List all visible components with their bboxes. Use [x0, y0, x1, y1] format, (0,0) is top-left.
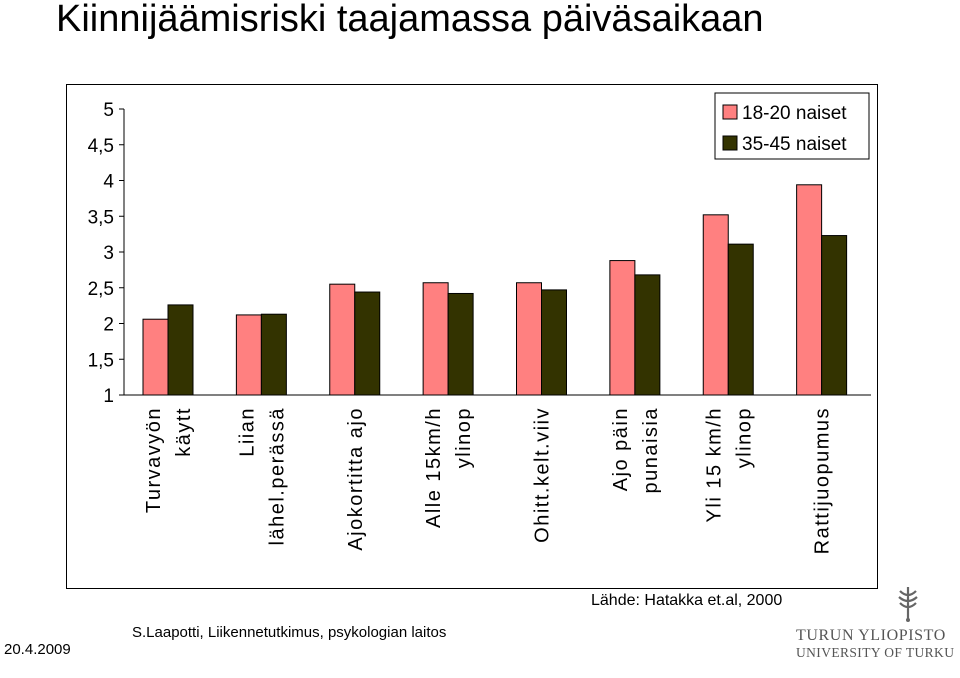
x-category-label: ylinop — [453, 407, 475, 468]
x-category-label: Alle 15km/h — [423, 407, 445, 528]
legend-label-2: 35-45 naiset — [742, 134, 847, 155]
x-category-label: lähel.perässä — [266, 407, 288, 545]
x-category-label: Yli 15 km/h — [703, 407, 725, 522]
y-tick-label: 4,5 — [88, 136, 114, 157]
chart-frame: 5 4,5 4 3,5 3 2,5 2 1,5 1 Turvavyön käytt Liian lähe… — [66, 84, 878, 589]
x-category-label: punaisia — [640, 407, 662, 494]
bar-series-1 — [142, 318, 169, 396]
bar-series-2 — [354, 291, 381, 396]
x-category-label: Ajo päin — [610, 407, 632, 491]
y-tick-label: 2,5 — [88, 279, 114, 300]
page-title: Kiinnijäämisriski taajamassa päiväsaikaa… — [56, 0, 764, 40]
author-note: S.Laapotti, Liikennetutkimus, psykologia… — [132, 624, 447, 641]
bar-series-1 — [702, 214, 729, 396]
bar-series-2 — [447, 292, 474, 396]
source-note: Lähde: Hatakka et.al, 2000 — [591, 592, 783, 609]
bar-series-1 — [422, 282, 449, 396]
y-tick-label: 1,5 — [88, 350, 114, 371]
x-category-label: ylinop — [733, 407, 755, 468]
bar-series-1 — [609, 260, 636, 396]
university-logo: TURUN YLIOPISTO UNIVERSITY OF TURKU — [796, 585, 956, 675]
legend-box — [714, 92, 870, 160]
y-tick-label: 3,5 — [88, 207, 114, 228]
y-tick-label: 1 — [103, 386, 114, 407]
bar-series-1 — [329, 283, 356, 396]
bar-series-2 — [634, 274, 661, 396]
bar-series-2 — [167, 304, 194, 396]
legend-label-1: 18-20 naiset — [742, 103, 847, 124]
x-category-label: Ajokortitta ajo — [345, 407, 367, 551]
bar-series-1 — [516, 282, 542, 396]
university-name-fi: TURUN YLIOPISTO — [796, 627, 946, 644]
x-category-label: Ohitt.kelt.viiv — [532, 407, 554, 543]
y-tick-label: 3 — [103, 243, 114, 264]
y-tick-label: 4 — [103, 172, 114, 193]
x-category-label: Rattijuopumus — [812, 407, 834, 554]
bar-series-1 — [235, 314, 262, 396]
bar-series-2 — [541, 289, 567, 396]
bar-series-2 — [821, 235, 848, 396]
x-category-label: Turvavyön — [143, 407, 165, 513]
legend-swatch-1 — [722, 104, 738, 120]
y-tick-label: 2 — [103, 315, 114, 336]
bar-chart: 5 4,5 4 3,5 3 2,5 2 1,5 1 Turvavyön käytt Liian lähe… — [88, 92, 871, 554]
y-tick-label: 5 — [103, 100, 114, 121]
university-name-en: UNIVERSITY OF TURKU — [796, 645, 955, 660]
bar-series-2 — [727, 243, 754, 396]
date-label: 20.4.2009 — [4, 641, 71, 658]
x-category-label: Liian — [236, 407, 258, 457]
university-seal-icon — [898, 587, 918, 622]
x-category-label: käytt — [173, 407, 195, 457]
legend-swatch-2 — [722, 135, 738, 151]
bar-series-1 — [796, 184, 823, 396]
bar-series-2 — [260, 313, 287, 396]
